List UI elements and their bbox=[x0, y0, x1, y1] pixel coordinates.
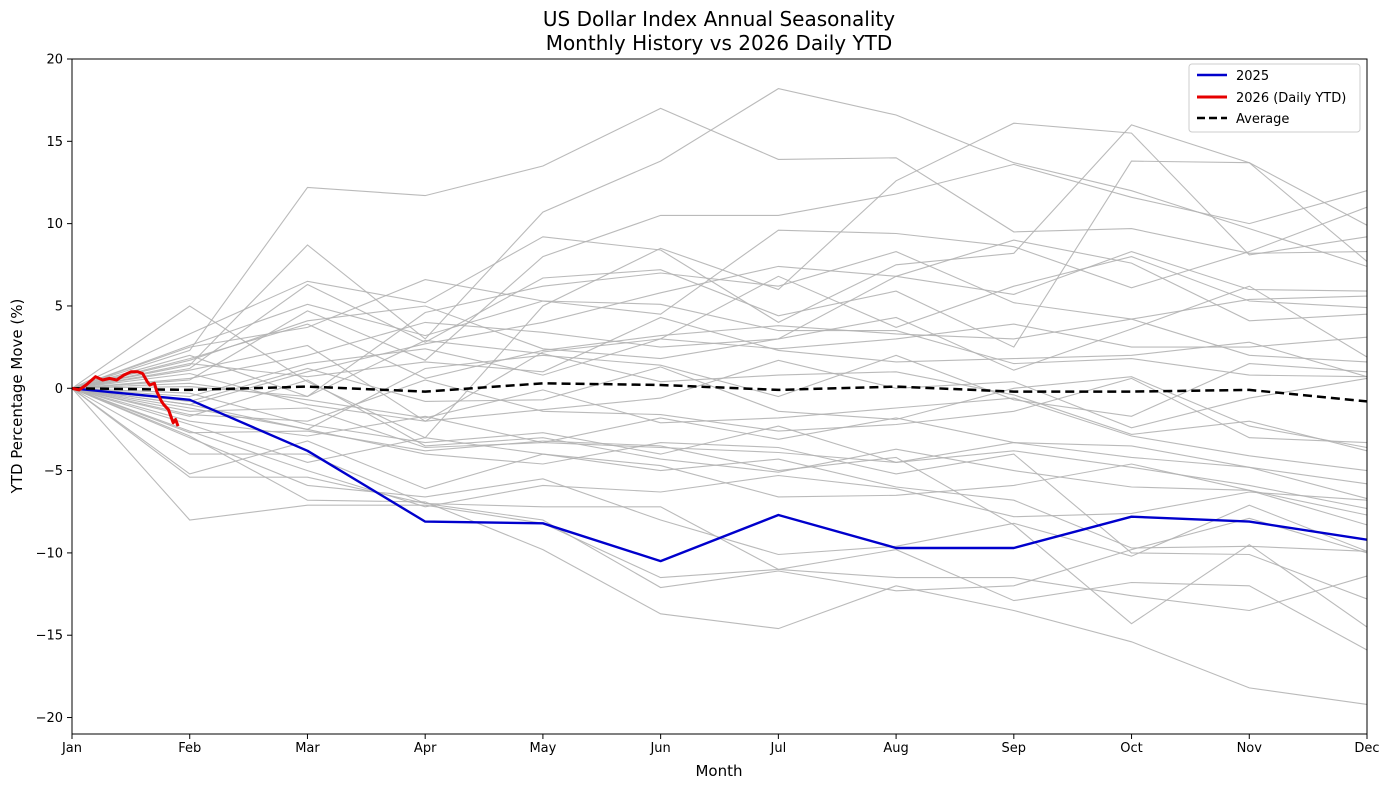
history-year-line bbox=[72, 239, 1367, 389]
legend: 2025 2026 (Daily YTD) Average bbox=[1188, 63, 1361, 133]
series-2025-line bbox=[72, 387, 1367, 563]
history-year-line bbox=[72, 387, 1367, 510]
history-year-line bbox=[72, 339, 1367, 452]
history-year-line bbox=[72, 160, 1367, 389]
history-year-line bbox=[72, 107, 1367, 389]
chart-title-line2: Monthly History vs 2026 Daily YTD bbox=[546, 31, 893, 55]
series-2026-ytd-line bbox=[72, 370, 180, 427]
chart-title-line1: US Dollar Index Annual Seasonality bbox=[543, 7, 895, 31]
x-tick-label: Aug bbox=[883, 741, 908, 756]
history-year-line bbox=[72, 387, 1367, 612]
legend-box bbox=[1188, 63, 1361, 133]
y-tick-label: −15 bbox=[36, 629, 63, 644]
history-year-line bbox=[72, 387, 1367, 500]
x-tick-label: May bbox=[529, 741, 556, 756]
history-year-line bbox=[72, 300, 1367, 389]
history-year-line bbox=[72, 387, 1367, 485]
history-year-line bbox=[72, 359, 1367, 429]
y-tick-label: −10 bbox=[36, 546, 63, 561]
y-tick-label: 5 bbox=[55, 299, 63, 314]
x-tick-label: Jul bbox=[770, 741, 787, 756]
history-year-line bbox=[72, 285, 1367, 389]
x-tick-label: Apr bbox=[414, 741, 437, 756]
y-axis: 20 15 10 5 0 −5 −10 −15 −20 bbox=[36, 53, 72, 726]
x-tick-label: Nov bbox=[1237, 741, 1263, 756]
y-tick-label: 20 bbox=[46, 53, 63, 68]
legend-label-2026: 2026 (Daily YTD) bbox=[1236, 91, 1346, 106]
history-year-line bbox=[72, 382, 1367, 472]
history-year-line bbox=[72, 163, 1367, 389]
history-year-line bbox=[72, 387, 1367, 600]
y-tick-label: 0 bbox=[55, 382, 63, 397]
history-year-line bbox=[72, 124, 1367, 389]
x-axis-label: Month bbox=[695, 762, 742, 780]
average-line bbox=[72, 382, 1367, 403]
history-year-line bbox=[72, 323, 1367, 398]
y-axis-label: YTD Percentage Move (%) bbox=[8, 299, 26, 495]
x-axis: Jan Feb Mar Apr May Jun Jul Aug Sep Oct Nov Dec bbox=[61, 734, 1380, 756]
x-tick-label: Feb bbox=[178, 741, 201, 756]
history-year-line bbox=[72, 366, 1367, 449]
x-tick-label: Jan bbox=[61, 741, 82, 756]
history-year-line bbox=[72, 377, 1367, 444]
history-year-line bbox=[72, 387, 1367, 705]
history-year-line bbox=[72, 88, 1367, 389]
x-tick-label: Dec bbox=[1354, 741, 1379, 756]
x-tick-label: Oct bbox=[1120, 741, 1142, 756]
y-tick-label: −20 bbox=[36, 711, 63, 726]
y-tick-label: −5 bbox=[44, 464, 63, 479]
x-tick-label: Mar bbox=[295, 741, 320, 756]
legend-label-2025: 2025 bbox=[1236, 69, 1269, 84]
legend-label-average: Average bbox=[1236, 112, 1289, 127]
highlight-lines bbox=[72, 370, 1367, 563]
history-year-line bbox=[72, 387, 1367, 526]
plot-frame bbox=[71, 58, 1368, 735]
history-year-line bbox=[72, 256, 1367, 422]
history-year-line bbox=[72, 206, 1367, 389]
history-year-line bbox=[72, 318, 1367, 389]
y-tick-label: 10 bbox=[46, 217, 63, 232]
x-tick-label: Jun bbox=[649, 741, 670, 756]
x-tick-label: Sep bbox=[1002, 741, 1027, 756]
y-tick-label: 15 bbox=[46, 135, 63, 150]
history-year-line bbox=[72, 251, 1367, 398]
history-year-line bbox=[72, 387, 1367, 628]
history-year-line bbox=[72, 387, 1367, 518]
history-year-line bbox=[72, 387, 1367, 592]
